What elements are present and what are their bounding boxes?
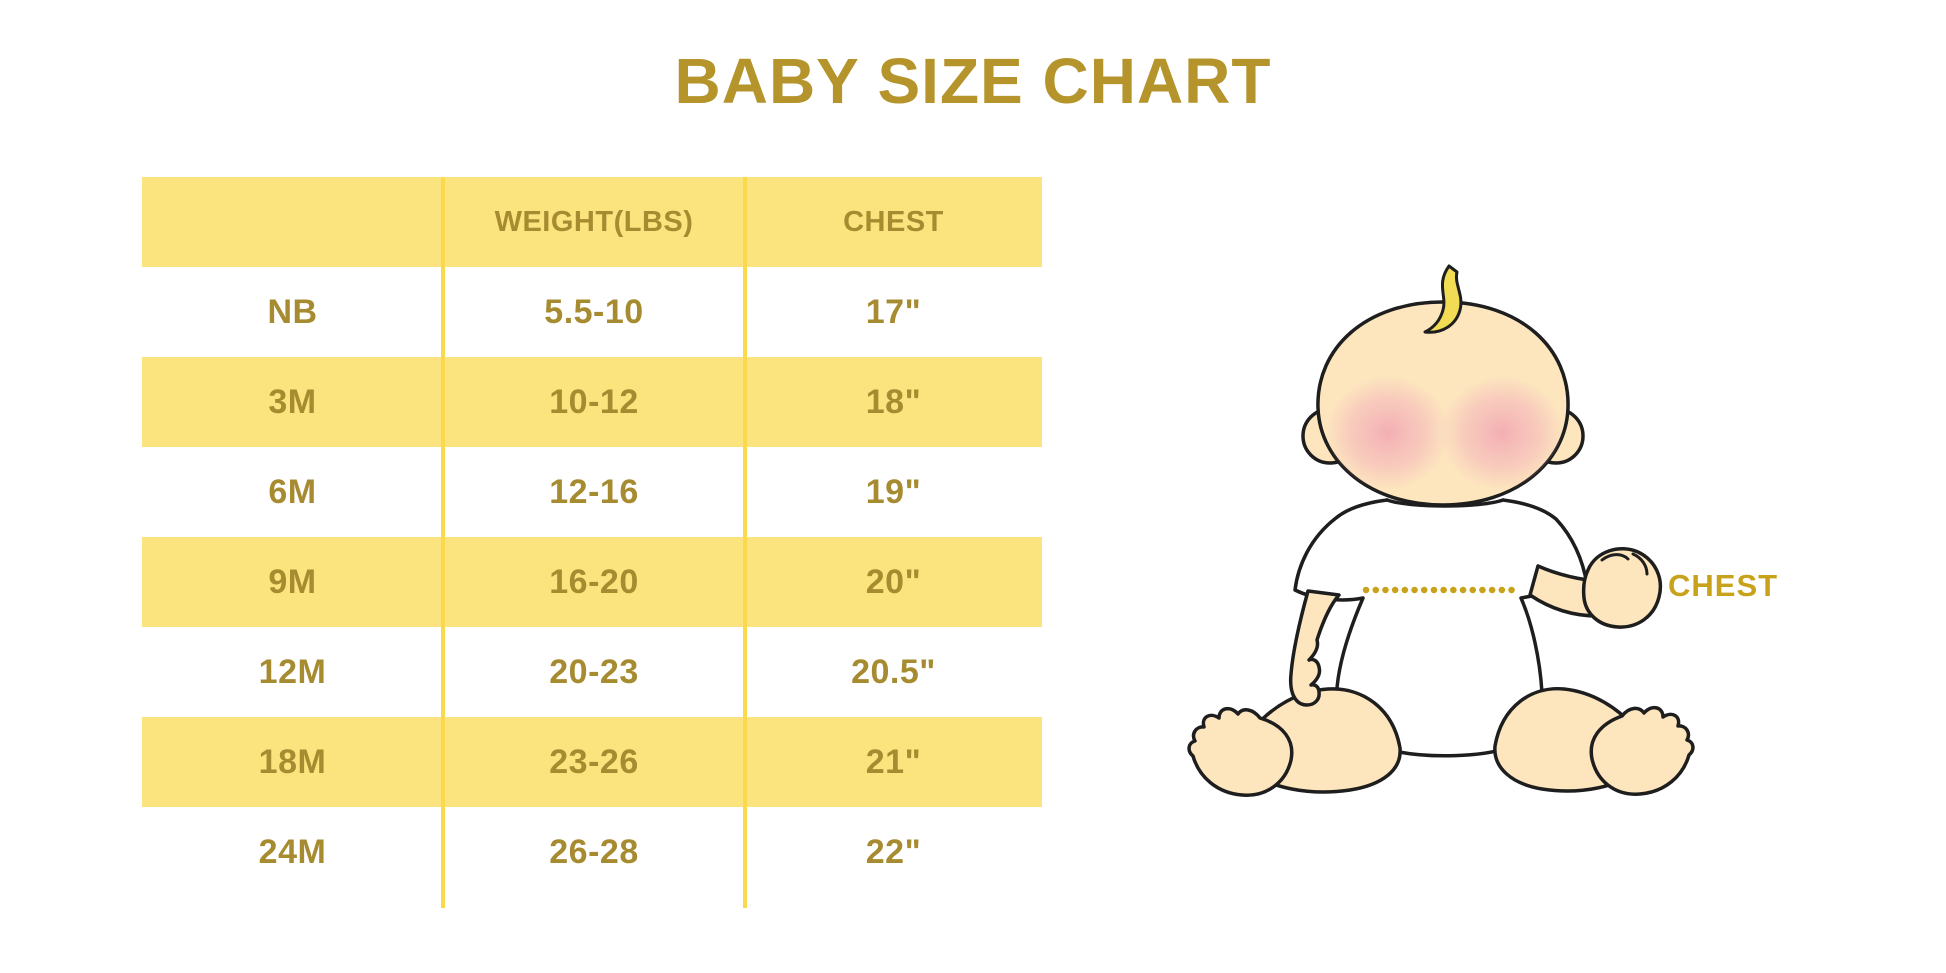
chest-cell: 21" xyxy=(865,742,922,781)
table-row: 9M 16-20 20" xyxy=(142,537,1042,627)
baby-illustration xyxy=(1150,248,1790,838)
baby-hair-curl xyxy=(1423,264,1463,334)
chest-column-header: CHEST xyxy=(843,205,944,238)
chest-cell: 20.5" xyxy=(851,652,936,691)
size-cell: 24M xyxy=(258,832,327,871)
weight-cell: 23-26 xyxy=(549,742,639,781)
chest-measure-label: CHEST xyxy=(1668,568,1779,603)
weight-cell: 10-12 xyxy=(549,382,639,421)
weight-cell: 26-28 xyxy=(549,832,639,871)
size-cell: 12M xyxy=(258,652,327,691)
table-row: 12M 20-23 20.5" xyxy=(142,627,1042,717)
baby-left-arm xyxy=(1288,589,1341,707)
size-cell: 9M xyxy=(268,562,317,601)
baby-blush-right xyxy=(1440,376,1564,490)
baby-right-foot xyxy=(1589,705,1695,796)
table-header-row: WEIGHT(LBS) CHEST xyxy=(142,177,1042,267)
size-cell: 3M xyxy=(268,382,317,421)
baby-right-fist xyxy=(1581,547,1662,629)
size-cell: NB xyxy=(267,292,318,331)
weight-cell: 5.5-10 xyxy=(544,292,644,331)
table-row: 3M 10-12 18" xyxy=(142,357,1042,447)
chest-cell: 19" xyxy=(865,472,922,511)
chest-cell: 20" xyxy=(865,562,922,601)
chest-cell: 18" xyxy=(865,382,922,421)
size-cell: 6M xyxy=(268,472,317,511)
size-table-body: NB 5.5-10 17" 3M 10-12 18" 6M 12-16 19" … xyxy=(142,267,1042,897)
page-title: BABY SIZE CHART xyxy=(674,45,1272,117)
column-divider-1 xyxy=(441,177,445,908)
baby-blush-left xyxy=(1326,376,1450,490)
weight-column-header: WEIGHT(LBS) xyxy=(494,205,694,238)
size-table: WEIGHT(LBS) CHEST NB 5.5-10 17" 3M 10-12… xyxy=(142,177,1042,908)
table-row: 24M 26-28 22" xyxy=(142,807,1042,897)
size-column-header xyxy=(142,177,443,267)
table-row: NB 5.5-10 17" xyxy=(142,267,1042,357)
column-divider-2 xyxy=(743,177,747,908)
weight-cell: 20-23 xyxy=(549,652,639,691)
weight-cell: 16-20 xyxy=(549,562,639,601)
chest-cell: 17" xyxy=(865,292,922,331)
chest-cell: 22" xyxy=(865,832,922,871)
baby-figure-svg xyxy=(1187,264,1695,797)
table-row: 6M 12-16 19" xyxy=(142,447,1042,537)
weight-cell: 12-16 xyxy=(549,472,639,511)
baby-left-foot xyxy=(1187,706,1294,797)
size-cell: 18M xyxy=(258,742,327,781)
baby-fist-knuckles xyxy=(1600,552,1649,576)
table-row: 18M 23-26 21" xyxy=(142,717,1042,807)
